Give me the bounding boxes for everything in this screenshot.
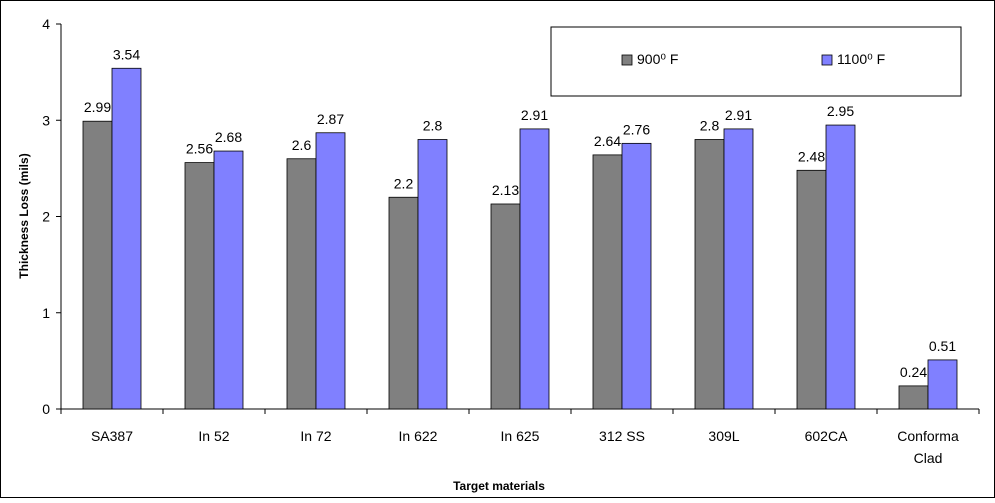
x-tick-label: 309L <box>708 428 739 444</box>
y-tick-label: 1 <box>42 305 50 321</box>
bar-900-f-conforma-clad <box>898 385 929 410</box>
data-label-900-f-conforma-clad: 0.24 <box>900 364 927 380</box>
bar-900-f-309l <box>694 139 725 410</box>
bar-1100-f-in-622 <box>417 139 448 410</box>
y-tick-label: 4 <box>42 16 50 32</box>
x-tick-label: Conforma <box>897 428 959 444</box>
data-label-900-f-602ca: 2.48 <box>798 148 825 164</box>
x-tick-label: 312 SS <box>599 428 645 444</box>
data-label-900-f-sa387: 2.99 <box>84 99 111 115</box>
bar-1100-f-sa387 <box>111 67 142 410</box>
y-tick-label: 2 <box>42 209 50 225</box>
legend-label-900f: 900⁰ F <box>637 51 678 67</box>
bar-1100-f-in-52 <box>213 150 244 410</box>
data-label-900-f-in-52: 2.56 <box>186 141 213 157</box>
data-label-900-f-in-622: 2.2 <box>394 175 414 191</box>
x-tick-label: In 625 <box>501 428 540 444</box>
data-label-1100-f-in-625: 2.91 <box>521 107 548 123</box>
data-label-1100-f-conforma-clad: 0.51 <box>929 338 956 354</box>
bar-1100-f-309l <box>723 128 754 410</box>
bar-1100-f-in-72 <box>315 132 346 410</box>
bar-1100-f-312-ss <box>621 142 652 410</box>
bar-1100-f-602ca <box>825 124 856 410</box>
bar-900-f-in-72 <box>286 158 317 410</box>
bar-900-f-in-52 <box>184 162 215 410</box>
x-tick-label: In 72 <box>300 428 331 444</box>
data-label-1100-f-312-ss: 2.76 <box>623 121 650 137</box>
data-label-1100-f-in-622: 2.8 <box>423 118 443 134</box>
data-label-1100-f-309l: 2.91 <box>725 107 752 123</box>
bar-900-f-in-622 <box>388 196 419 410</box>
data-label-900-f-309l: 2.8 <box>700 118 720 134</box>
data-label-900-f-312-ss: 2.64 <box>594 133 621 149</box>
data-label-1100-f-in-72: 2.87 <box>317 111 344 127</box>
x-tick-label: Clad <box>914 450 943 466</box>
y-axis-title: Thickness Loss (mils) <box>17 153 31 278</box>
x-axis-title: Target materials <box>453 479 545 493</box>
legend-swatch-1100f <box>821 54 833 66</box>
y-tick-label: 0 <box>42 401 50 417</box>
legend-box <box>550 26 962 97</box>
bar-900-f-in-625 <box>490 203 521 410</box>
x-tick-label: In 52 <box>198 428 229 444</box>
x-tick-label: 602CA <box>805 428 848 444</box>
data-label-900-f-in-625: 2.13 <box>492 182 519 198</box>
bar-1100-f-in-625 <box>519 128 550 410</box>
data-label-1100-f-in-52: 2.68 <box>215 129 242 145</box>
data-label-1100-f-602ca: 2.95 <box>827 103 854 119</box>
x-tick-label: SA387 <box>91 428 133 444</box>
legend-label-1100f: 1100⁰ F <box>837 51 885 67</box>
bar-900-f-312-ss <box>592 154 623 410</box>
bar-900-f-sa387 <box>82 120 113 410</box>
legend: 900⁰ F 1100⁰ F <box>550 26 962 97</box>
y-tick-label: 3 <box>42 112 50 128</box>
data-label-900-f-in-72: 2.6 <box>292 137 312 153</box>
bar-1100-f-conforma-clad <box>927 359 958 410</box>
x-tick-label: In 622 <box>399 428 438 444</box>
data-label-1100-f-sa387: 3.54 <box>113 46 140 62</box>
legend-swatch-900f <box>621 54 633 66</box>
bar-900-f-602ca <box>796 169 827 410</box>
